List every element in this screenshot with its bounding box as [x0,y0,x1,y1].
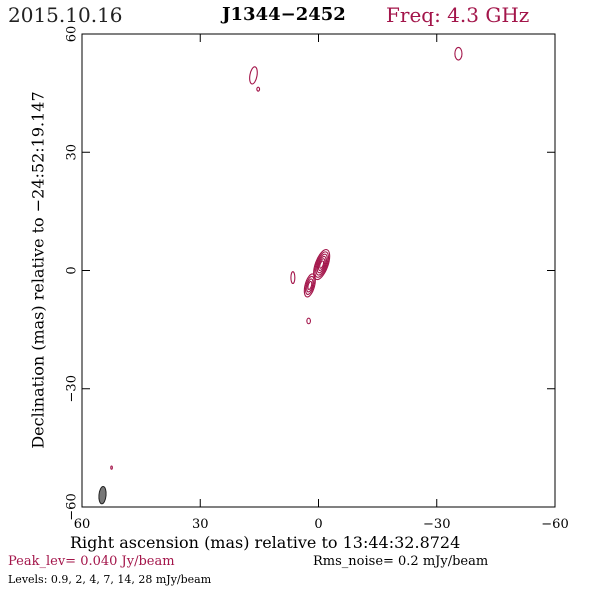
contour-ellipse [314,251,330,278]
contour-ellipse [306,278,314,293]
beam-ellipse [98,486,107,505]
contour-ellipse [249,66,258,85]
x-tick-label: 30 [192,517,209,532]
y-axis-label: Declination (mas) relative to −24:52:19.… [28,91,48,449]
axis-ticks [81,33,556,508]
peak-level: Peak_lev= 0.040 Jy/beam [8,554,175,569]
y-tick-label: 0 [65,266,80,274]
plot-frame [81,33,556,508]
contour-ellipse [110,465,113,470]
observation-date: 2015.10.16 [8,3,123,27]
axis-tick-labels: 60 30 0 −30 −60 −60 −30 0 30 60 [65,26,569,532]
y-tick-label: −60 [65,493,80,520]
y-tick-label: 30 [65,144,80,161]
contour-ellipse [315,253,328,276]
x-tick-label: −60 [541,517,568,532]
x-tick-label: 60 [74,517,91,532]
contour-ellipse [306,317,311,325]
contour-ellipse [256,86,261,92]
contour-ellipse [317,258,326,272]
contour-ellipse [290,271,296,285]
contour-ellipse [304,275,315,296]
x-axis-label: Right ascension (mas) relative to 13:44:… [70,533,461,552]
y-tick-label: −30 [65,375,80,402]
x-tick-label: 0 [314,517,322,532]
contour-ellipse [319,260,325,269]
rms-noise: Rms_noise= 0.2 mJy/beam [313,554,489,569]
beam-ellipse-group [98,486,107,505]
frequency-label: Freq: 4.3 GHz [386,3,530,27]
contour-ellipse [303,273,316,298]
contour-ellipse [454,46,463,61]
contour-ellipse [316,255,327,274]
x-tick-label: −30 [423,517,450,532]
contour-levels: Levels: 0.9, 2, 4, 7, 14, 28 mJy/beam [8,573,212,586]
contour-group [110,46,463,470]
contour-ellipse [307,280,313,291]
y-tick-label: 60 [65,26,80,43]
contour-ellipse [313,249,331,281]
source-name: J1344−2452 [222,4,346,25]
